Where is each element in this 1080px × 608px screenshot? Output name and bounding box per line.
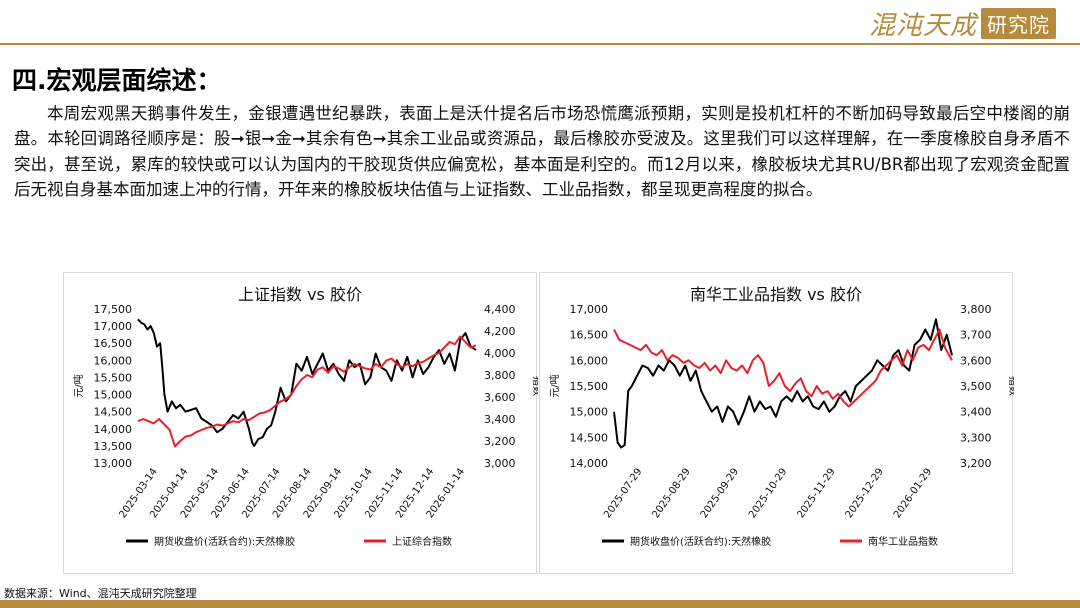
- section-title: 四.宏观层面综述：: [12, 66, 222, 95]
- legend-label: 期货收盘价(活跃合约):天然橡胶: [630, 535, 771, 548]
- series-line-index: [137, 335, 477, 448]
- y-tick-right: 4,000: [484, 347, 516, 360]
- chart-title: 南华工业品指数 vs 胶价: [690, 285, 862, 304]
- chart-nanhua-vs-rubber: 南华工业品指数 vs 胶价 14,000 14,500 15,000 15,500 16…: [539, 272, 1014, 574]
- y-tick-left: 17,000: [94, 320, 133, 333]
- y-tick-left: 17,500: [94, 303, 133, 316]
- y-tick-left: 14,000: [570, 457, 609, 470]
- series-line-index: [613, 328, 953, 408]
- y-tick-right: 3,000: [484, 457, 516, 470]
- y-axis-label-right: 指数: [531, 376, 538, 396]
- x-tick: 2025-09-29: [699, 466, 741, 520]
- x-tick: 2025-12-29: [844, 466, 886, 520]
- y-tick-right: 3,200: [960, 457, 992, 470]
- summary-paragraph: 本周宏观黑天鹅事件发生，金银遭遇世纪暴跌，表面上是沃什提名后市场恐慌鹰派预期，实…: [14, 104, 1070, 200]
- y-tick-left: 14,500: [570, 431, 609, 444]
- y-tick-right: 3,300: [960, 431, 992, 444]
- series-line-rubber: [137, 318, 477, 447]
- y-axis-label-right: 指数: [1007, 376, 1014, 396]
- y-tick-left: 16,500: [570, 329, 609, 342]
- y-tick-left: 13,500: [94, 440, 133, 453]
- y-tick-right: 4,400: [484, 303, 516, 316]
- x-tick: 2025-07-29: [602, 466, 644, 520]
- y-tick-right: 3,700: [960, 329, 992, 342]
- y-tick-left: 15,000: [570, 406, 609, 419]
- y-tick-left: 15,500: [94, 371, 133, 384]
- x-tick: 2026-01-29: [892, 466, 934, 520]
- y-tick-left: 13,000: [94, 457, 133, 470]
- footer-rule: [0, 600, 1080, 608]
- y-tick-left: 16,000: [570, 354, 609, 367]
- y-tick-left: 15,500: [570, 380, 609, 393]
- chart-shanghai-vs-rubber: 上证指数 vs 胶价 13,000 13,500 14,000 14,500 15,00…: [63, 272, 538, 574]
- y-tick-left: 14,000: [94, 423, 133, 436]
- y-tick-right: 3,500: [960, 380, 992, 393]
- chart-title: 上证指数 vs 胶价: [238, 285, 362, 304]
- y-tick-right: 3,200: [484, 435, 516, 448]
- y-tick-left: 16,500: [94, 337, 133, 350]
- x-tick: 2025-11-29: [795, 466, 837, 520]
- series-line-rubber: [613, 318, 953, 449]
- y-tick-right: 4,200: [484, 325, 516, 338]
- y-axis-label-left: 元/吨: [548, 374, 561, 397]
- y-tick-right: 3,400: [960, 406, 992, 419]
- x-tick: 2025-08-29: [651, 466, 693, 520]
- y-tick-left: 15,000: [94, 389, 133, 402]
- chart-svg: 13,000 13,500 14,000 14,500 15,000 15,500 16,0…: [72, 303, 538, 548]
- y-tick-right: 3,800: [960, 303, 992, 316]
- y-tick-right: 3,800: [484, 369, 516, 382]
- logo-sub-text: 研究院: [981, 7, 1056, 39]
- y-tick-right: 3,400: [484, 413, 516, 426]
- legend-label: 南华工业品指数: [868, 535, 938, 548]
- chart-svg: 14,000 14,500 15,000 15,500 16,000 16,500 17,0…: [548, 303, 1014, 548]
- y-tick-left: 16,000: [94, 354, 133, 367]
- y-tick-left: 17,000: [570, 303, 609, 316]
- legend-label: 上证综合指数: [392, 535, 452, 548]
- data-source-note: 数据来源：Wind、混沌天成研究院整理: [4, 587, 197, 600]
- y-tick-left: 14,500: [94, 406, 133, 419]
- x-tick: 2025-10-29: [747, 466, 789, 520]
- brand-logo: 混沌天成 研究院: [868, 6, 1056, 41]
- header-rule: [0, 43, 1080, 45]
- y-tick-right: 3,600: [484, 391, 516, 404]
- y-tick-right: 3,600: [960, 354, 992, 367]
- legend-label: 期货收盘价(活跃合约):天然橡胶: [154, 535, 295, 548]
- logo-main-text: 混沌天成: [868, 10, 977, 41]
- y-axis-label-left: 元/吨: [72, 374, 85, 397]
